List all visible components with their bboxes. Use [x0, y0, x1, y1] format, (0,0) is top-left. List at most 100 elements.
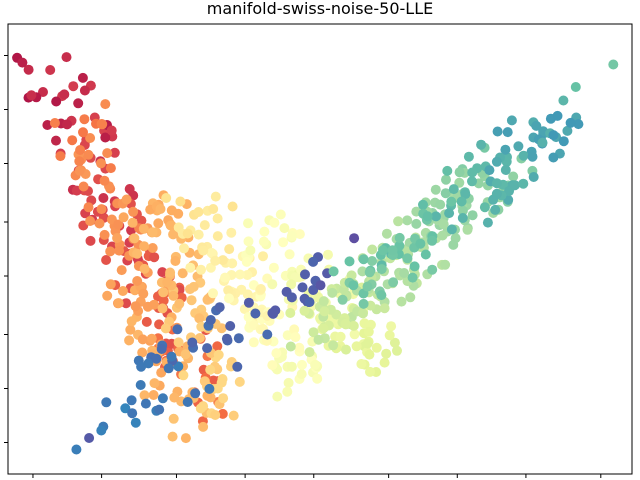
scatter-point-536	[182, 397, 193, 407]
scatter-point-309	[173, 337, 184, 348]
scatter-point-839	[446, 224, 457, 235]
scatter-point-194	[49, 118, 60, 128]
scatter-point-464	[379, 357, 390, 368]
scatter-point-832	[518, 178, 529, 189]
scatter-point-218	[97, 119, 108, 130]
scatter-point-760	[431, 211, 441, 222]
scatter-point-835	[415, 238, 426, 249]
scatter-point-304	[195, 403, 206, 414]
scatter-point-373	[161, 193, 172, 203]
scatter-point-58	[157, 267, 168, 278]
scatter-point-135	[99, 229, 110, 240]
scatter-point-774	[500, 144, 511, 155]
scatter-point-206	[138, 288, 149, 299]
scatter-point-408	[227, 201, 238, 212]
scatter-point-494	[351, 341, 362, 352]
scatter-point-127	[105, 279, 116, 290]
scatter-point-318	[166, 205, 177, 216]
scatter-point-546	[250, 308, 261, 319]
scatter-point-246	[153, 218, 164, 229]
scatter-point-510	[392, 345, 402, 356]
scatter-point-215	[79, 114, 90, 125]
scatter-point-288	[212, 383, 223, 394]
scatter-point-818	[527, 151, 538, 162]
scatter-point-773	[407, 272, 418, 283]
scatter-point-527	[233, 333, 244, 344]
scatter-point-578	[232, 361, 243, 372]
scatter-point-376	[179, 243, 189, 254]
scatter-point-224	[96, 204, 107, 215]
scatter-point-380	[242, 289, 253, 300]
scatter-point-86	[98, 193, 109, 203]
scatter-point-821	[362, 281, 373, 292]
scatter-point-411	[290, 332, 301, 343]
scatter-point-756	[467, 176, 477, 187]
scatter-point-160	[114, 245, 125, 256]
scatter-point-313	[180, 349, 191, 360]
scatter-point-2	[212, 341, 223, 352]
scatter-point-273	[165, 267, 176, 278]
scatter-point-117	[59, 89, 70, 100]
scatter-point-841	[84, 433, 95, 443]
scatter-point-255	[210, 410, 221, 420]
scatter-point-341	[196, 264, 206, 275]
scatter-point-820	[467, 167, 478, 178]
scatter-point-399	[312, 373, 323, 384]
scatter-point-368	[294, 342, 305, 353]
scatter-point-843	[558, 95, 569, 106]
scatter-point-216	[112, 233, 123, 243]
scatter-point-85	[126, 225, 137, 236]
scatter-point-210	[124, 335, 135, 346]
scatter-point-201	[146, 333, 157, 344]
scatter-point-55	[121, 298, 132, 309]
scatter-point-106	[17, 57, 28, 68]
scatter-point-598	[508, 171, 519, 182]
scatter-point-811	[358, 254, 369, 265]
scatter-point-473	[243, 236, 254, 247]
scatter-point-808	[376, 264, 387, 275]
scatter-point-416	[206, 247, 217, 258]
scatter-point-721	[467, 210, 478, 221]
scatter-point-227	[99, 175, 110, 186]
scatter-point-779	[456, 196, 467, 207]
scatter-point-796	[537, 137, 548, 148]
scatter-point-191	[85, 133, 96, 143]
scatter-point-780	[491, 156, 502, 167]
scatter-point-805	[565, 117, 576, 128]
scatter-point-830	[509, 180, 520, 191]
scatter-point-386	[297, 359, 307, 370]
scatter-point-236	[177, 268, 188, 279]
scatter-point-203	[117, 286, 128, 296]
scatter-point-807	[378, 245, 389, 256]
scatter-point-268	[186, 295, 197, 306]
scatter-point-540	[172, 324, 183, 335]
scatter-point-591	[341, 344, 351, 355]
scatter-point-800	[444, 208, 455, 219]
scatter-point-108	[51, 96, 62, 107]
scatter-point-777	[492, 126, 503, 137]
scatter-point-567	[120, 403, 131, 414]
scatter-point-646	[299, 305, 310, 316]
scatter-point-655	[358, 308, 368, 319]
scatter-point-495	[284, 249, 295, 260]
scatter-point-842	[570, 82, 581, 92]
scatter-point-730	[513, 141, 524, 152]
scatter-point-209	[113, 298, 124, 309]
scatter-point-727	[399, 268, 410, 278]
scatter-point-449	[323, 249, 333, 260]
scatter-point-815	[502, 127, 513, 138]
scatter-point-635	[411, 218, 422, 229]
scatter-point-154	[83, 202, 94, 213]
scatter-point-277	[178, 370, 189, 381]
scatter-point-804	[562, 125, 573, 136]
scatter-point-164	[198, 421, 209, 432]
scatter-point-146	[167, 431, 178, 442]
scatter-point-676	[437, 230, 448, 241]
scatter-point-554	[130, 417, 141, 428]
scatter-point-185	[100, 99, 111, 110]
scatter-point-128	[168, 413, 179, 424]
scatter-point-816	[491, 178, 502, 189]
scatter-point-576	[221, 333, 232, 344]
scatter-point-663	[435, 199, 446, 210]
